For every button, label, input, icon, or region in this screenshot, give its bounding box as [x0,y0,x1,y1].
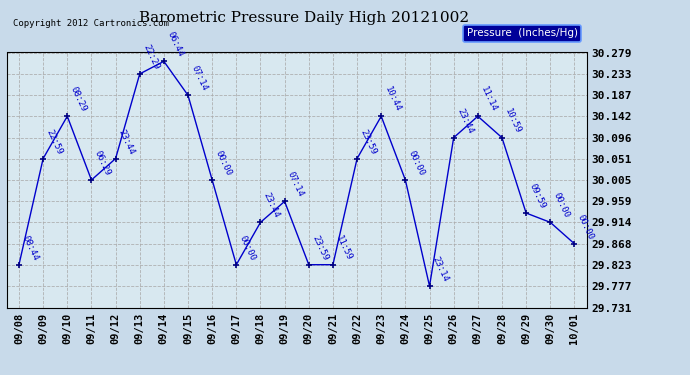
Text: 22:59: 22:59 [45,128,64,156]
Text: 11:59: 11:59 [335,234,354,262]
Legend: Pressure  (Inches/Hg): Pressure (Inches/Hg) [463,24,581,42]
Text: 07:14: 07:14 [190,64,209,93]
Text: 23:44: 23:44 [262,191,282,220]
Text: 00:00: 00:00 [407,149,426,177]
Text: 08:44: 08:44 [21,234,40,262]
Text: 22:29: 22:29 [141,43,161,71]
Text: 10:59: 10:59 [504,107,523,135]
Text: 23:44: 23:44 [455,107,475,135]
Text: 23:14: 23:14 [431,255,451,284]
Text: Copyright 2012 Cartronics.com: Copyright 2012 Cartronics.com [12,20,168,28]
Text: 23:59: 23:59 [310,234,330,262]
Text: 23:59: 23:59 [359,128,378,156]
Text: Barometric Pressure Daily High 20121002: Barometric Pressure Daily High 20121002 [139,11,469,25]
Text: 00:00: 00:00 [238,234,257,262]
Text: 00:00: 00:00 [214,149,233,177]
Text: 23:44: 23:44 [117,128,137,156]
Text: 08:29: 08:29 [69,85,88,114]
Text: 07:14: 07:14 [286,171,306,199]
Text: 00:00: 00:00 [576,213,595,241]
Text: 06:44: 06:44 [166,30,185,58]
Text: 09:59: 09:59 [528,182,547,210]
Text: 11:14: 11:14 [480,85,499,114]
Text: 06:29: 06:29 [93,149,112,177]
Text: 00:00: 00:00 [552,191,571,220]
Text: 10:44: 10:44 [383,85,402,114]
